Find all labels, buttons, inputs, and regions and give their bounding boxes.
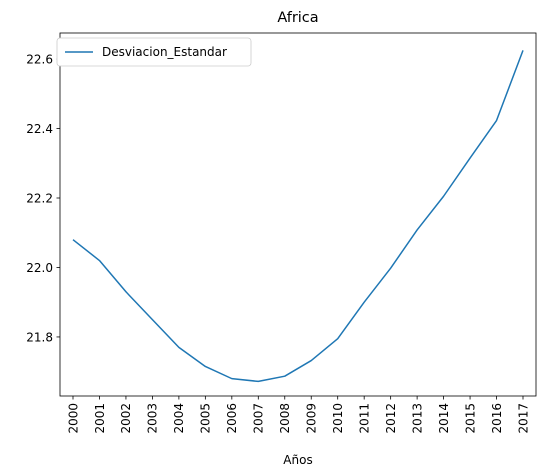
plot-area <box>59 32 537 397</box>
x-tick-label: 2016 <box>490 403 504 434</box>
y-tick-label: 21.8 <box>26 330 53 344</box>
x-axis-label: Años <box>283 453 312 467</box>
y-tick-label: 22.6 <box>26 53 53 67</box>
x-tick-label: 2005 <box>199 403 213 434</box>
legend-label: Desviacion_Estandar <box>102 45 227 59</box>
x-tick-label: 2003 <box>146 403 160 434</box>
x-axis: 2000 2001 2002 2003 2004 2005 2006 2007 2008 2009… <box>66 396 530 434</box>
x-tick-label: 2000 <box>66 403 80 434</box>
y-tick-label: 22.4 <box>26 122 53 136</box>
x-tick-label: 2002 <box>119 403 133 434</box>
x-tick-label: 2004 <box>172 403 186 434</box>
legend: Desviacion_Estandar <box>56 37 252 67</box>
x-tick-label: 2007 <box>252 403 266 434</box>
x-tick-label: 2010 <box>331 403 345 434</box>
x-tick-label: 2011 <box>357 403 371 434</box>
x-tick-label: 2012 <box>384 403 398 434</box>
y-tick-label: 22.0 <box>26 261 53 275</box>
x-tick-label: 2015 <box>463 403 477 434</box>
x-tick-label: 2009 <box>305 403 319 434</box>
legend-box <box>56 37 252 67</box>
chart-title: Africa <box>277 10 318 26</box>
x-tick-label: 2013 <box>410 403 424 434</box>
x-tick-label: 2017 <box>516 403 530 434</box>
x-tick-label: 2014 <box>437 403 451 434</box>
x-tick-label: 2006 <box>225 403 239 434</box>
x-tick-label: 2001 <box>93 403 107 434</box>
series-line-desviacion-estandar <box>72 50 524 383</box>
y-tick-label: 22.2 <box>26 192 53 206</box>
y-axis: 21.8 22.0 22.2 22.4 22.6 <box>26 53 60 344</box>
x-tick-label: 2008 <box>278 403 292 434</box>
